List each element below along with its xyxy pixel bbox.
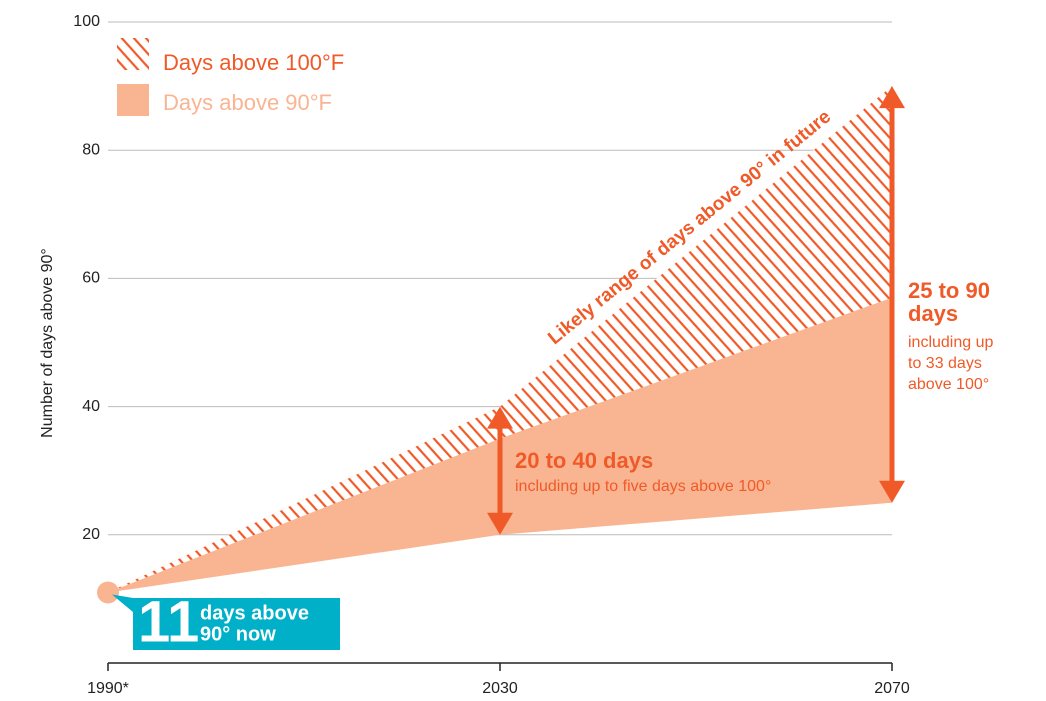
x-tick-label: 2030 [482, 680, 518, 697]
range-label: days [908, 301, 958, 326]
x-tick-label: 1990* [87, 680, 129, 697]
range-area [108, 86, 892, 593]
y-tick-label: 20 [82, 526, 100, 543]
callout-box [112, 594, 340, 650]
callout-text: days above [200, 602, 309, 624]
x-tick-label: 2070 [874, 680, 910, 697]
y-tick-label: 60 [82, 270, 100, 287]
range-detail: above 100° [908, 376, 989, 393]
range-label: 25 to 90 [908, 278, 990, 303]
arrow-head [487, 512, 513, 535]
arrow-head [879, 86, 905, 109]
callout-text: 90° now [200, 623, 276, 645]
callout-number: 11 [138, 589, 199, 654]
y-axis-label: Number of days above 90° [39, 248, 56, 438]
legend-label: Days above 90°F [163, 90, 332, 115]
arrow-head [879, 480, 905, 503]
legend-label: Days above 100°F [163, 50, 344, 75]
y-tick-label: 80 [82, 141, 100, 158]
range-detail: including up [908, 334, 994, 351]
y-tick-label: 40 [82, 398, 100, 415]
legend-swatch [117, 38, 149, 70]
range-detail: to 33 days [908, 355, 982, 372]
range-label: 20 to 40 days [515, 448, 653, 473]
range-area [108, 86, 892, 593]
range-detail: including up to five days above 100° [515, 478, 771, 495]
legend-swatch [117, 84, 149, 116]
y-tick-label: 100 [73, 13, 100, 30]
arrow-head [487, 406, 513, 429]
now-point [97, 581, 119, 604]
